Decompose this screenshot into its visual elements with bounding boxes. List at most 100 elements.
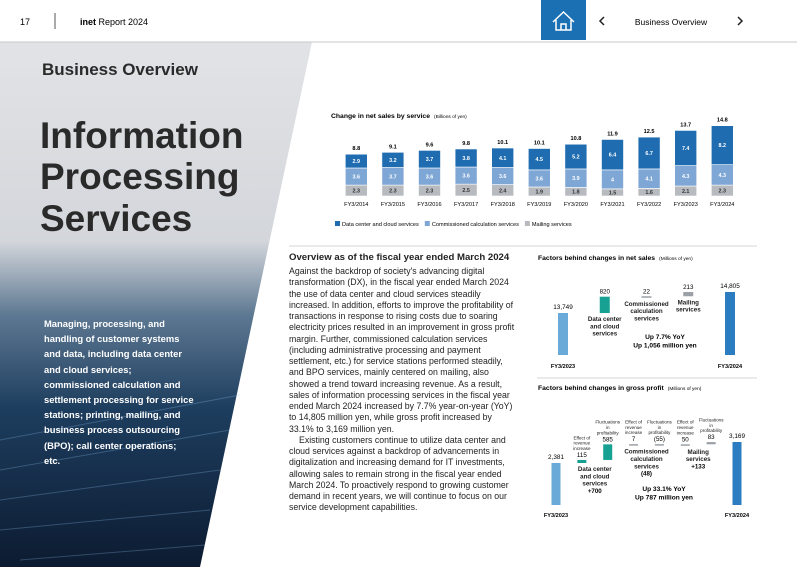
x-tick-label: FY3/2020: [564, 202, 588, 208]
segment-label: 2.3: [353, 189, 361, 195]
body-text: Overview as of the fiscal year ended Mar…: [289, 252, 517, 514]
segment-label: 3.6: [536, 176, 544, 182]
annotation: Up 7.7% YoY: [645, 334, 685, 341]
decor-streaks: [0, 394, 241, 561]
chart-unit: (Millions of yen): [668, 386, 702, 392]
segment-label: 1.9: [536, 189, 544, 195]
brand: inet: [80, 17, 96, 27]
segment-label: 3.7: [389, 174, 397, 180]
paragraph: Existing customers continue to utilize d…: [289, 434, 509, 513]
chart-title: Factors behind changes in gross profit: [538, 385, 664, 392]
segment-label: 3.6: [426, 175, 434, 181]
x-tick-label: FY3/2024: [710, 202, 734, 208]
legend-swatch: [524, 221, 530, 226]
step-total: (48): [641, 471, 652, 478]
part-label: Fluctuations in profitability: [699, 417, 724, 433]
step-name: Data center and cloud services: [578, 466, 612, 488]
step-bar: [577, 459, 587, 463]
total-label: 11.9: [607, 131, 618, 137]
segment-label: 3.6: [499, 174, 507, 180]
section-label: Business Overview: [42, 60, 198, 79]
step-bar: [706, 442, 716, 445]
value-label: 83: [708, 434, 715, 441]
annotation: Up 33.1% YoY: [642, 486, 686, 493]
value-label: 7: [632, 436, 636, 443]
segment-label: 3.6: [353, 175, 361, 181]
value-label: 13,749: [553, 304, 573, 311]
total-label: 10.1: [534, 141, 545, 147]
bar-segment: [344, 153, 368, 169]
segment-label: 2.3: [719, 189, 727, 195]
chart-unit: (Billions of yen): [434, 114, 467, 120]
segment-label: 1.6: [645, 190, 653, 196]
segment-label: 4.3: [682, 174, 690, 180]
total-label: 9.6: [426, 142, 434, 148]
bar-segment: [418, 150, 441, 169]
report-title: Report 2024: [99, 17, 149, 27]
segment-label: 3.8: [462, 156, 470, 162]
segment-label: 2.5: [462, 188, 470, 194]
part-label: Fluctuations in profitability: [595, 420, 620, 436]
summary: Managing, processing, and handling of cu…: [44, 318, 194, 466]
value-label: 50: [682, 436, 689, 443]
x-tick-label: FY3/2022: [637, 202, 661, 208]
home-icon[interactable]: [552, 10, 575, 31]
legend-label: Mailing services: [532, 222, 572, 228]
segment-label: 4: [611, 177, 614, 183]
legend-label: Data center and cloud services: [342, 222, 419, 228]
x-tick-label: FY3/2024: [718, 364, 743, 370]
segment-label: 7.4: [682, 146, 690, 152]
value-label: 22: [643, 288, 650, 295]
x-tick-label: FY3/2019: [527, 202, 551, 208]
step-bar: [599, 296, 610, 313]
nav-title: Business Overview: [635, 17, 708, 27]
chart-unit: (Millions of yen): [659, 256, 693, 262]
value-label: 3,169: [729, 433, 745, 440]
home-button[interactable]: [541, 0, 586, 40]
x-tick-label: FY3/2023: [551, 364, 575, 370]
x-tick-label: FY3/2023: [674, 202, 698, 208]
part-label: Effect of revenue increase: [677, 420, 695, 436]
chart-title: Change in net sales by service: [331, 113, 430, 120]
next-arrow[interactable]: [737, 16, 744, 26]
charts: Change in net sales by service (Billions …: [331, 113, 750, 519]
segment-label: 6.7: [645, 151, 653, 157]
annotation: Up 1,056 million yen: [633, 343, 696, 350]
value-label: 2,381: [548, 454, 564, 461]
x-tick-label: FY3/2014: [344, 202, 368, 208]
x-tick-label: FY3/2015: [381, 202, 405, 208]
x-tick-label: FY3/2018: [491, 202, 515, 208]
body-heading: Overview as of the fiscal year ended Mar…: [289, 252, 510, 263]
bar-segment: [674, 130, 698, 166]
step-bar: [683, 292, 694, 297]
part-label: Effect of revenue increase: [625, 420, 643, 436]
value-label: 820: [600, 289, 611, 296]
segment-label: 4.1: [645, 177, 653, 183]
segment-label: 3.6: [462, 174, 470, 180]
home-box[interactable]: [541, 0, 586, 40]
bar-segment: [710, 125, 734, 165]
report-name: inet Report 2024: [80, 17, 148, 27]
step-name: Mailing services: [686, 449, 711, 463]
total-label: 9.1: [389, 144, 397, 150]
step-name: Data center and cloud services: [588, 316, 622, 338]
x-tick-label: FY3/2024: [725, 513, 750, 519]
x-tick-label: FY3/2017: [454, 202, 478, 208]
step-total: +133: [691, 463, 705, 470]
bar-segment: [454, 148, 478, 168]
total-label: 8.8: [352, 146, 360, 152]
page-title-line: Information: [40, 115, 244, 156]
total-bar: [732, 442, 742, 505]
page-title-line: Services: [40, 198, 193, 239]
segment-label: 3.7: [426, 157, 434, 163]
prev-arrow[interactable]: [598, 16, 605, 26]
part-label: Fluctuations in profitability: [647, 420, 672, 436]
page-title-line: Processing: [40, 156, 240, 197]
step-bar: [603, 444, 613, 460]
step-total: +700: [588, 488, 602, 495]
bar-segment: [527, 148, 551, 171]
step-name: Commissioned calculation services: [624, 301, 669, 323]
bar-segment: [564, 143, 588, 170]
segment-label: 2.1: [682, 189, 690, 195]
